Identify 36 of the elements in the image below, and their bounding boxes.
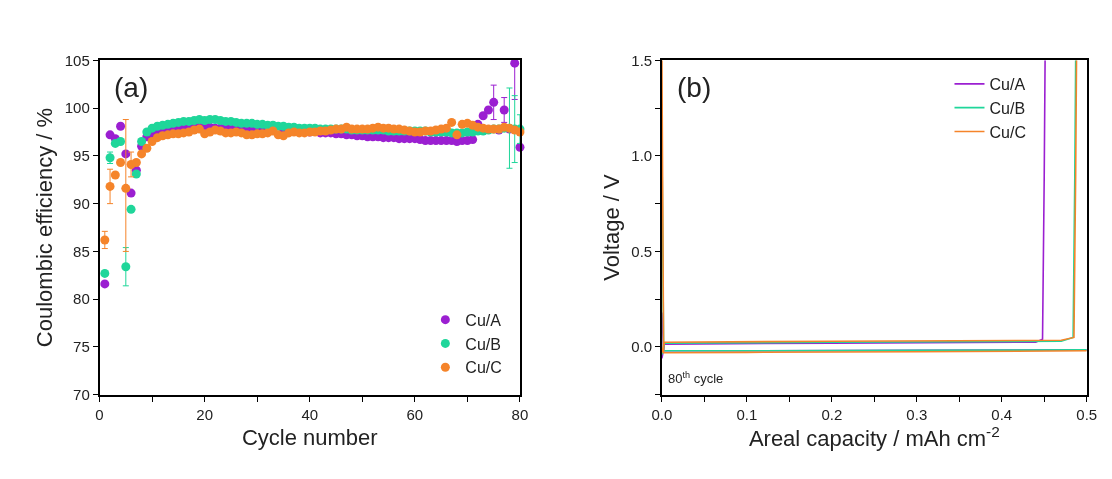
x-tick-label: 20 <box>196 405 213 423</box>
legend-label: Cu/A <box>989 76 1026 94</box>
legend-label: Cu/B <box>989 99 1026 117</box>
annotation: 80$^{th}$ cycle <box>668 370 724 387</box>
x-tick-label: 0.4 <box>991 405 1013 423</box>
x-tick-label: 0.5 <box>1076 405 1098 423</box>
y-tick-label: 1.5 <box>631 51 653 69</box>
legend-label: Cu/C <box>465 359 502 377</box>
y-tick-label: 85 <box>73 242 90 260</box>
legend-label: Cu/C <box>989 123 1026 141</box>
x-tick-label: 0.1 <box>736 405 758 423</box>
y-tick-label: 70 <box>73 386 90 404</box>
y-tick-label: 105 <box>64 51 90 69</box>
x-tick-label: 0.0 <box>651 405 673 423</box>
x-tick-label: 0.3 <box>906 405 928 423</box>
y-tick-label: 1.0 <box>631 147 653 165</box>
legend-label: Cu/B <box>465 335 501 353</box>
legend-label: Cu/A <box>465 311 502 329</box>
x-axis-title: Areal capacity / mAh cm$^{-2}$ <box>748 422 1000 451</box>
x-tick-label: 0.2 <box>821 405 843 423</box>
y-axis-title: Coulombic efficiency / % <box>32 107 58 348</box>
x-tick-label: 60 <box>406 405 424 423</box>
y-axis-title: Voltage / V <box>598 174 624 281</box>
y-tick-label: 100 <box>64 99 90 117</box>
y-tick-label: 75 <box>73 338 90 356</box>
annotation: (a) <box>114 72 149 103</box>
y-tick-label: 95 <box>73 147 90 165</box>
y-tick-label: 0.5 <box>631 242 653 260</box>
annotation: (b) <box>677 72 712 103</box>
x-tick-label: 40 <box>301 405 319 423</box>
x-tick-label: 80 <box>511 405 529 423</box>
x-axis-title: Cycle number <box>241 424 378 450</box>
y-tick-label: 0.0 <box>631 338 653 356</box>
y-tick-label: 80 <box>73 290 90 308</box>
y-tick-label: 90 <box>73 194 90 212</box>
x-tick-label: 0 <box>95 405 104 423</box>
